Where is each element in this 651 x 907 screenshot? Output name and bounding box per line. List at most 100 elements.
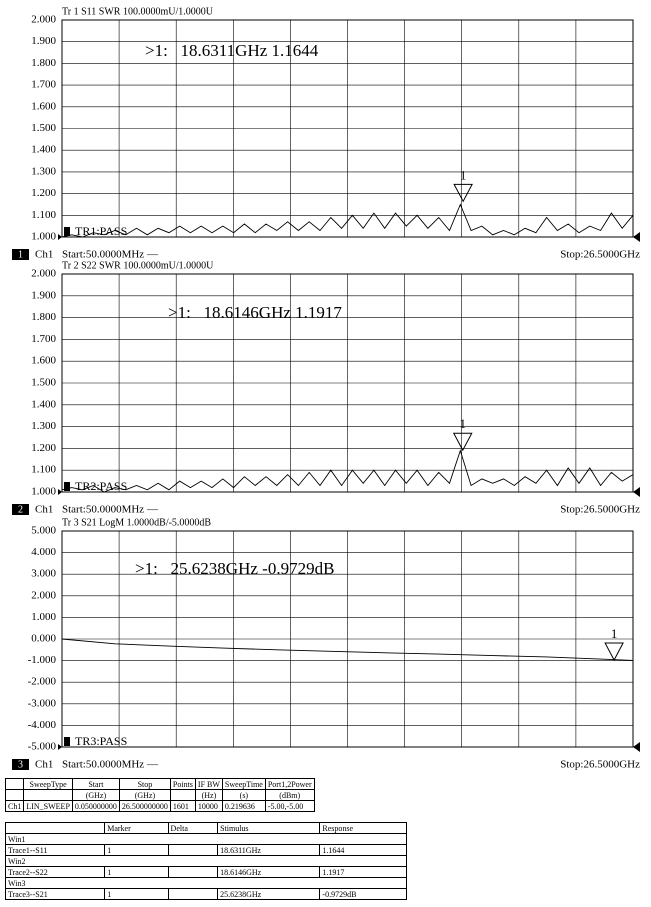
table-cell: (Hz) [194, 789, 223, 801]
table-cell: 0.219636 [221, 800, 266, 812]
table-cell [167, 888, 219, 900]
y-tick-label: 1.000 [31, 231, 56, 243]
marker-label: 1 [460, 167, 467, 182]
table-cell: Ch1 [4, 800, 25, 812]
y-tick-label: -1.000 [28, 654, 57, 666]
y-tick-label: 4.000 [31, 546, 56, 558]
table-cell: 10000 [194, 800, 223, 812]
table-cell: 1 [104, 888, 169, 900]
y-tick-label: 1.700 [31, 79, 56, 91]
table-cell: Trace2--S22 [4, 866, 106, 878]
table-row: Trace2--S22 1 18.6146GHz 1.1917 [4, 866, 407, 878]
table-cell [23, 789, 73, 801]
table-row: Trace3--S21 1 25.6238GHz -0.9729dB [4, 888, 407, 900]
y-tick-label: 1.200 [31, 442, 56, 454]
marker-label: 1 [460, 416, 467, 431]
y-tick-label: 3.000 [31, 568, 56, 580]
edge-arrow [58, 234, 62, 240]
marker-readout: >1: 18.6146GHz 1.1917 [168, 303, 342, 322]
y-tick-label: 2.000 [31, 14, 56, 26]
channel-badge: 3 [18, 759, 23, 770]
marker-label: 1 [611, 626, 618, 641]
channel-badge: 2 [18, 504, 23, 515]
pass-square [64, 482, 70, 491]
y-tick-label: 1.100 [31, 209, 56, 221]
table-cell: Stop [118, 778, 171, 790]
table-cell: Points [169, 778, 196, 790]
y-tick-label: 1.600 [31, 100, 56, 112]
settings-table: SweepType Start Stop Points IF BW SweepTime Po… [4, 778, 315, 812]
y-tick-label: -2.000 [28, 676, 57, 688]
group-cell: Win1 [5, 833, 407, 845]
marker [604, 642, 624, 662]
y-tick-label: -4.000 [28, 719, 57, 731]
marker-readout: >1: 18.6311GHz 1.1644 [145, 41, 319, 60]
pass-label: TR1:PASS [75, 224, 127, 238]
table-cell: 1.1917 [319, 866, 407, 878]
table-cell: Marker [104, 822, 169, 834]
trace-title: Tr 3 S21 LogM 1.0000dB/-5.0000dB [62, 517, 211, 528]
y-tick-label: 1.400 [31, 144, 56, 156]
pass-label: TR2:PASS [75, 479, 127, 493]
table-row: Marker Delta Stimulus Response [4, 822, 407, 834]
table-cell: Start [71, 778, 120, 790]
table-cell: 25.6238GHz [217, 888, 321, 900]
table-cell: 1 [104, 866, 169, 878]
marker-readout: >1: 25.6238GHz -0.9729dB [135, 559, 334, 578]
table-cell: (s) [221, 789, 266, 801]
y-tick-label: 1.300 [31, 165, 56, 177]
y-tick-label: 1.700 [31, 333, 56, 345]
y-tick-label: 2.000 [31, 589, 56, 601]
table-row: Win2 [5, 855, 407, 867]
table-cell [167, 844, 219, 856]
marker [452, 432, 473, 452]
start-label: Start:50.0000MHz — [62, 759, 159, 771]
table-cell [4, 822, 106, 834]
channel: Ch1 [35, 249, 53, 261]
trace [61, 449, 634, 493]
table-row: Win3 [5, 877, 407, 889]
table-cell: 1601 [169, 800, 196, 812]
edge-arrow [58, 489, 62, 495]
table-cell: Port1,2Power [264, 778, 315, 790]
stop-label: Stop:26.5000GHz [560, 759, 640, 771]
y-tick-label: 1.500 [31, 122, 56, 134]
table-row: SweepType Start Stop Points IF BW SweepTime Po… [4, 778, 315, 790]
table-cell: 1.1644 [319, 844, 407, 856]
table-cell: Response [319, 822, 407, 834]
y-tick-label: 1.000 [31, 611, 56, 623]
y-tick-label: 1.300 [31, 420, 56, 432]
table-cell [169, 789, 196, 801]
marker-table: Marker Delta Stimulus Response Win1 Trace1--S… [4, 822, 407, 900]
channel-badge-bg [12, 249, 29, 260]
channel: Ch1 [35, 504, 53, 516]
edge-arrow [58, 744, 62, 750]
y-tick-label: 1.900 [31, 289, 56, 301]
table-cell [4, 778, 25, 790]
pass-square [64, 737, 70, 746]
table-row: Win1 [5, 833, 407, 845]
table-cell: 18.6311GHz [217, 844, 321, 856]
table-cell [4, 789, 25, 801]
pass-label: TR3:PASS [75, 734, 127, 748]
edge-arrow [633, 487, 640, 497]
pass-square [64, 227, 70, 236]
channel-badge-bg [12, 504, 29, 515]
table-cell: SweepType [23, 778, 73, 790]
marker [453, 183, 473, 203]
trace [61, 638, 634, 661]
trace [61, 203, 634, 238]
y-tick-label: 1.800 [31, 311, 56, 323]
y-tick-label: 1.100 [31, 464, 56, 476]
charts: Tr 1 S11 SWR 100.0000mU/1.0000U 1.000 1.10… [12, 6, 640, 771]
table-row: Ch1 LIN_SWEEP 0.050000000 26.500000000 1601 1… [4, 800, 315, 812]
table-cell: 26.500000000 [118, 800, 171, 812]
start-label: Start:50.0000MHz — [62, 504, 159, 516]
table-cell: IF BW [194, 778, 223, 790]
table-cell: LIN_SWEEP [23, 800, 73, 812]
edge-arrow [633, 742, 640, 752]
y-tick-label: 1.000 [31, 486, 56, 498]
table-cell: SweepTime [221, 778, 266, 790]
channel-badge: 1 [18, 249, 23, 260]
trace-title: Tr 2 S22 SWR 100.0000mU/1.0000U [62, 260, 214, 271]
